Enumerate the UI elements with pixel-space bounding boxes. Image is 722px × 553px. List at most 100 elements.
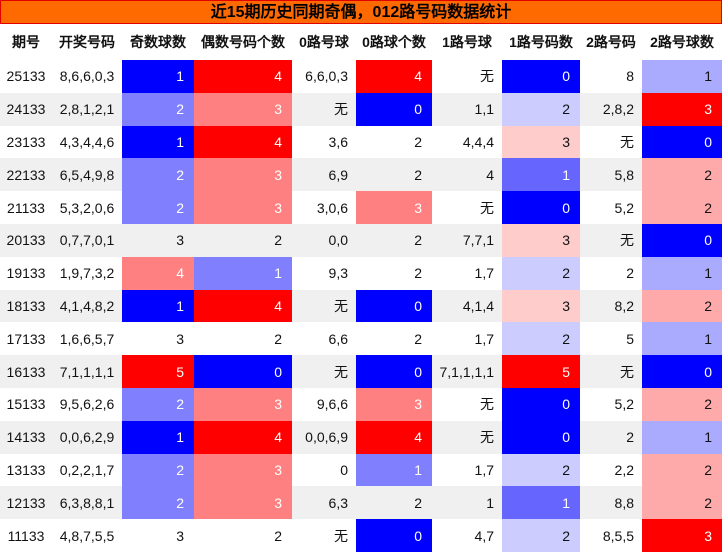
heat-cell: 2 <box>642 486 722 520</box>
cell: 4,8,7,5,5 <box>59 527 115 544</box>
cell: 无 <box>580 355 642 388</box>
heat-cell: 3 <box>502 125 580 159</box>
cell: 无 <box>292 355 356 388</box>
cell: 0,7,7,0,1 <box>52 223 122 257</box>
cell: 25133 <box>6 68 46 85</box>
heat-cell: 0 <box>356 355 432 388</box>
cell: 8,6,6,0,3 <box>59 68 115 85</box>
heat-cell: 3 <box>194 92 292 126</box>
heat-cell: 4 <box>194 60 292 93</box>
cell: 1,7 <box>474 330 494 347</box>
cell: 17133 <box>6 330 46 347</box>
heat-cell: 1 <box>122 60 194 93</box>
heat-cell: 4 <box>122 256 194 290</box>
heat-cell: 2 <box>122 92 194 126</box>
heat-cell: 5 <box>122 355 194 388</box>
cell: 6,5,4,9,8 <box>52 158 122 192</box>
cell: 8,2 <box>580 289 642 323</box>
cell: 无 <box>334 527 348 544</box>
cell: 1,7 <box>474 461 494 478</box>
cell: 8,8 <box>580 486 642 520</box>
heat-cell: 3 <box>194 453 292 487</box>
heat-cell: 2 <box>274 330 282 347</box>
cell: 9,3 <box>328 265 348 282</box>
cell: 6,3,8,8,1 <box>52 486 122 520</box>
heat-cell: 1 <box>502 158 580 192</box>
cell: 16133 <box>0 355 52 388</box>
heat-cell: 0 <box>642 355 722 388</box>
heat-cell: 0 <box>356 92 432 126</box>
heat-cell: 3 <box>194 486 292 520</box>
header-cell: 2路号码 <box>586 34 636 50</box>
cell: 0,0 <box>292 223 356 257</box>
heat-cell: 2 <box>642 453 722 487</box>
heat-cell: 2 <box>274 527 282 544</box>
cell: 4,3,4,4,6 <box>59 133 115 150</box>
heat-cell: 3 <box>194 191 292 224</box>
cell: 8,5,5 <box>602 527 634 544</box>
heat-cell: 4 <box>356 420 432 454</box>
heat-cell: 2 <box>122 486 194 520</box>
cell: 7,1,1,1,1 <box>432 355 502 388</box>
heat-cell: 2 <box>642 191 722 224</box>
header-cell: 开奖号码 <box>59 34 115 50</box>
cell: 9,6,6 <box>316 396 348 413</box>
title: 近15期历史同期奇偶，012路号码数据统计 <box>0 0 722 24</box>
heat-cell: 1 <box>122 125 194 159</box>
heat-cell: 0 <box>356 289 432 323</box>
heat-cell: 1 <box>642 420 722 454</box>
cell: 9,5,6,2,6 <box>59 396 115 413</box>
heat-cell: 2 <box>642 387 722 421</box>
heat-cell: 3 <box>194 387 292 421</box>
header-cell: 1路号球 <box>442 34 492 50</box>
cell: 1,7 <box>474 265 494 282</box>
header-cell: 期号 <box>12 34 40 50</box>
cell: 6,9 <box>292 158 356 192</box>
cell: 5,8 <box>580 158 642 192</box>
heat-cell: 2 <box>122 387 194 421</box>
cell: 4,4,4 <box>462 133 494 150</box>
cell: 0,2,2,1,7 <box>59 461 115 478</box>
heat-cell: 3 <box>642 92 722 126</box>
heat-cell: 0 <box>502 191 580 224</box>
heat-cell: 1 <box>122 289 194 323</box>
heat-cell: 5 <box>502 355 580 388</box>
cell: 4 <box>432 158 502 192</box>
cell: 6,6,0,3 <box>305 68 348 85</box>
cell: 无 <box>580 223 642 257</box>
cell: 15133 <box>6 396 46 413</box>
heat-cell: 4 <box>194 420 292 454</box>
cell: 7,7,1 <box>432 223 502 257</box>
heat-cell: 1 <box>502 486 580 520</box>
cell: 1,6,6,5,7 <box>59 330 115 347</box>
heat-cell: 2 <box>502 256 580 290</box>
heat-cell: 0 <box>642 223 722 257</box>
heat-cell: 2 <box>502 92 580 126</box>
cell: 2,8,1,2,1 <box>52 92 122 126</box>
header-cell: 2路号球数 <box>650 34 714 50</box>
cell: 3,6 <box>328 133 348 150</box>
cell: 21133 <box>7 199 45 216</box>
heat-cell: 3 <box>122 223 194 257</box>
cell: 7,1,1,1,1 <box>52 355 122 388</box>
cell: 2,2 <box>614 461 634 478</box>
cell: 24133 <box>0 92 52 126</box>
cell: 无 <box>480 68 494 85</box>
heat-cell: 2 <box>122 158 194 192</box>
heat-cell: 2 <box>122 453 194 487</box>
cell: 0 <box>340 461 348 478</box>
header-cell: 0路号球 <box>299 34 349 50</box>
heat-cell: 4 <box>356 60 432 93</box>
heat-cell: 2 <box>414 265 422 282</box>
cell: 5,2 <box>614 199 634 216</box>
cell: 无 <box>292 289 356 323</box>
heat-cell: 0 <box>356 519 432 552</box>
header-cell: 偶数号码个数 <box>201 34 285 50</box>
heat-cell: 2 <box>414 330 422 347</box>
heat-cell: 0 <box>194 355 292 388</box>
header-cell: 1路号码数 <box>509 34 573 50</box>
heat-cell: 3 <box>502 223 580 257</box>
cell: 1,9,7,3,2 <box>59 265 115 282</box>
cell: 2,8,2 <box>580 92 642 126</box>
